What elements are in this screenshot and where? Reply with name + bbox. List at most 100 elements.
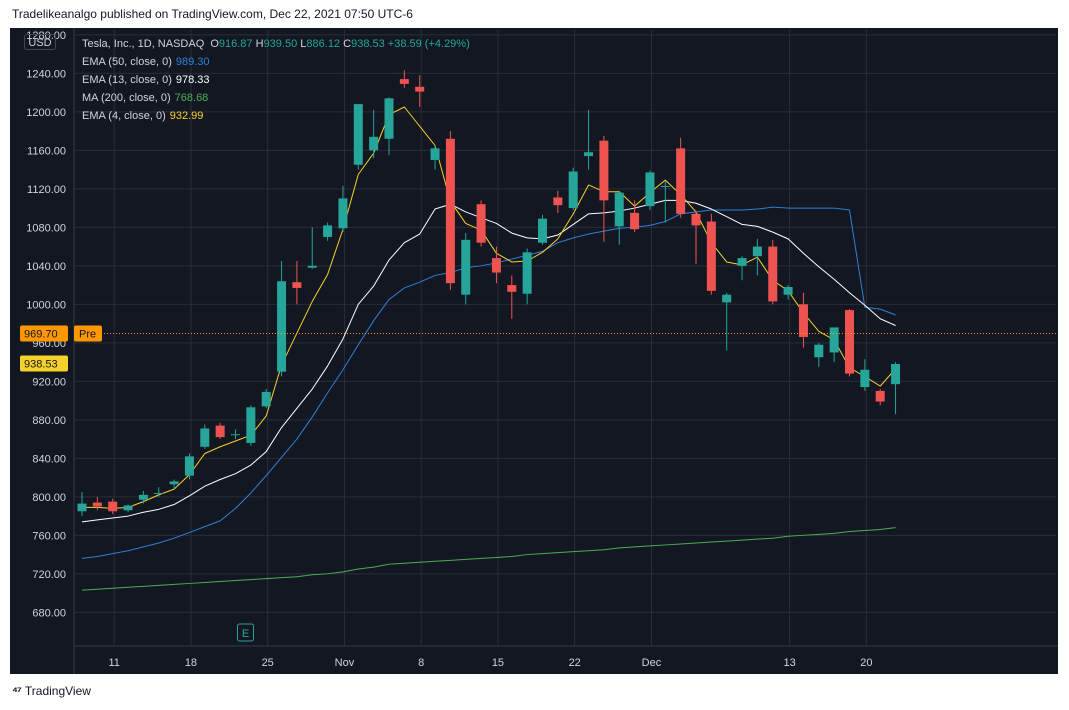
series-line: [81, 206, 896, 559]
y-tick-label: 1120.00: [27, 184, 66, 196]
y-tick-label: 760.00: [32, 530, 66, 542]
series-line: [81, 199, 896, 523]
footer: ⁴⁷ TradingView: [12, 684, 91, 698]
candle-body: [261, 391, 271, 407]
candle-body: [399, 79, 409, 84]
y-tick-label: 680.00: [32, 607, 66, 619]
candle-body: [691, 213, 701, 226]
candle-body: [338, 198, 348, 229]
study-label: EMA (13, close, 0): [82, 74, 172, 86]
candle-body: [614, 192, 624, 227]
ohlc-low-key: L: [300, 38, 307, 50]
candle-body: [353, 104, 363, 165]
ohlc-close-key: C: [343, 38, 352, 50]
candle-body: [430, 148, 440, 160]
candle-body: [108, 501, 118, 512]
pre-tag-badge: [74, 325, 102, 342]
ohlc-low-value: 886.12: [306, 38, 341, 50]
study-ma200[interactable]: MA (200, close, 0) 768.68: [82, 89, 470, 107]
candle-body: [138, 494, 148, 500]
candle-body: [875, 390, 885, 402]
candle-body: [200, 428, 210, 447]
candle-body: [184, 456, 194, 476]
pre-tag-label: Pre: [79, 328, 96, 340]
last-price-badge: [20, 355, 68, 372]
study-label: EMA (4, close, 0): [82, 110, 166, 122]
candle-body: [660, 185, 670, 187]
y-tick-label: 1240.00: [26, 68, 66, 80]
candle-body: [829, 327, 839, 353]
study-label: EMA (50, close, 0): [82, 56, 172, 68]
candle-body: [538, 218, 547, 243]
candle-body: [568, 171, 578, 209]
candle-body: [123, 505, 133, 511]
x-tick-label: 11: [108, 657, 119, 669]
x-tick-label: 13: [783, 657, 795, 669]
candle-body: [154, 492, 164, 494]
study-ema4[interactable]: EMA (4, close, 0) 932.99: [82, 107, 470, 125]
candle-body: [92, 502, 102, 507]
candle-body: [307, 265, 317, 268]
candle-body: [415, 86, 425, 92]
candle-body: [645, 172, 655, 207]
symbol-row: Tesla, Inc., 1D, NASDAQ O916.87 H939.50 …: [82, 35, 470, 53]
change-value: +38.59 (+4.29%): [387, 38, 470, 50]
pre-price-badge: [20, 325, 68, 342]
last-price-label: 938.53: [24, 358, 58, 370]
y-tick-label: 1000.00: [26, 299, 66, 311]
candle-body: [277, 281, 287, 372]
x-tick-label: Nov: [335, 657, 355, 669]
candle-body: [706, 221, 716, 291]
footer-brand: TradingView: [24, 684, 91, 698]
study-ema50[interactable]: EMA (50, close, 0) 989.30: [82, 53, 470, 71]
x-tick-label: 15: [492, 657, 504, 669]
candle-body: [891, 363, 901, 385]
x-tick-label: 8: [418, 657, 424, 669]
candle-body: [369, 136, 379, 151]
ohlc-high-key: H: [255, 38, 264, 50]
study-value: 932.99: [169, 110, 204, 122]
candle-body: [553, 197, 563, 206]
x-tick-label: 18: [185, 657, 197, 669]
study-value: 978.33: [175, 74, 210, 86]
chart-legend: Tesla, Inc., 1D, NASDAQ O916.87 H939.50 …: [82, 35, 470, 125]
plot-background: [10, 28, 1058, 674]
y-tick-label: 1080.00: [26, 222, 66, 234]
y-tick-label: 880.00: [32, 415, 66, 427]
candle-body: [768, 246, 778, 302]
y-tick-label: 840.00: [32, 453, 66, 465]
candle-body: [737, 258, 747, 266]
y-tick-label: 1200.00: [26, 107, 66, 119]
candle-body: [783, 286, 793, 295]
earnings-marker-icon: [237, 623, 254, 642]
candle-body: [292, 282, 302, 288]
candle-body: [77, 503, 87, 512]
y-tick-label: 800.00: [32, 492, 66, 504]
y-tick-label: 1280.00: [26, 30, 66, 42]
candle-body: [860, 369, 870, 388]
candle-body: [445, 138, 455, 284]
candle-body: [231, 434, 240, 436]
currency-button[interactable]: USD: [24, 34, 56, 50]
ohlc-high-value: 939.50: [263, 38, 298, 50]
earnings-marker-label: E: [242, 628, 249, 640]
ohlc-open-key: O: [210, 38, 219, 50]
tradingview-logo-icon: ⁴⁷: [12, 684, 22, 698]
candle-body: [584, 152, 594, 157]
x-tick-label: Dec: [642, 657, 662, 669]
ohlc-open-value: 916.87: [218, 38, 253, 50]
candle-body: [630, 212, 640, 230]
candle-body: [522, 252, 532, 294]
y-tick-label: 1160.00: [27, 145, 66, 157]
candle-body: [845, 310, 854, 374]
study-ema13[interactable]: EMA (13, close, 0) 978.33: [82, 71, 470, 89]
candle-body: [676, 148, 686, 214]
x-tick-label: 20: [860, 657, 872, 669]
y-tick-label: 1040.00: [26, 261, 66, 273]
candle-body: [323, 225, 333, 237]
price-chart[interactable]: 1280.00 1240.00 1200.00 1160.00 1120.00 1080.…: [10, 28, 1058, 674]
candle-body: [384, 98, 394, 139]
study-value: 768.68: [174, 92, 209, 104]
candle-body: [169, 481, 179, 485]
pre-price-label: 969.70: [24, 328, 58, 340]
